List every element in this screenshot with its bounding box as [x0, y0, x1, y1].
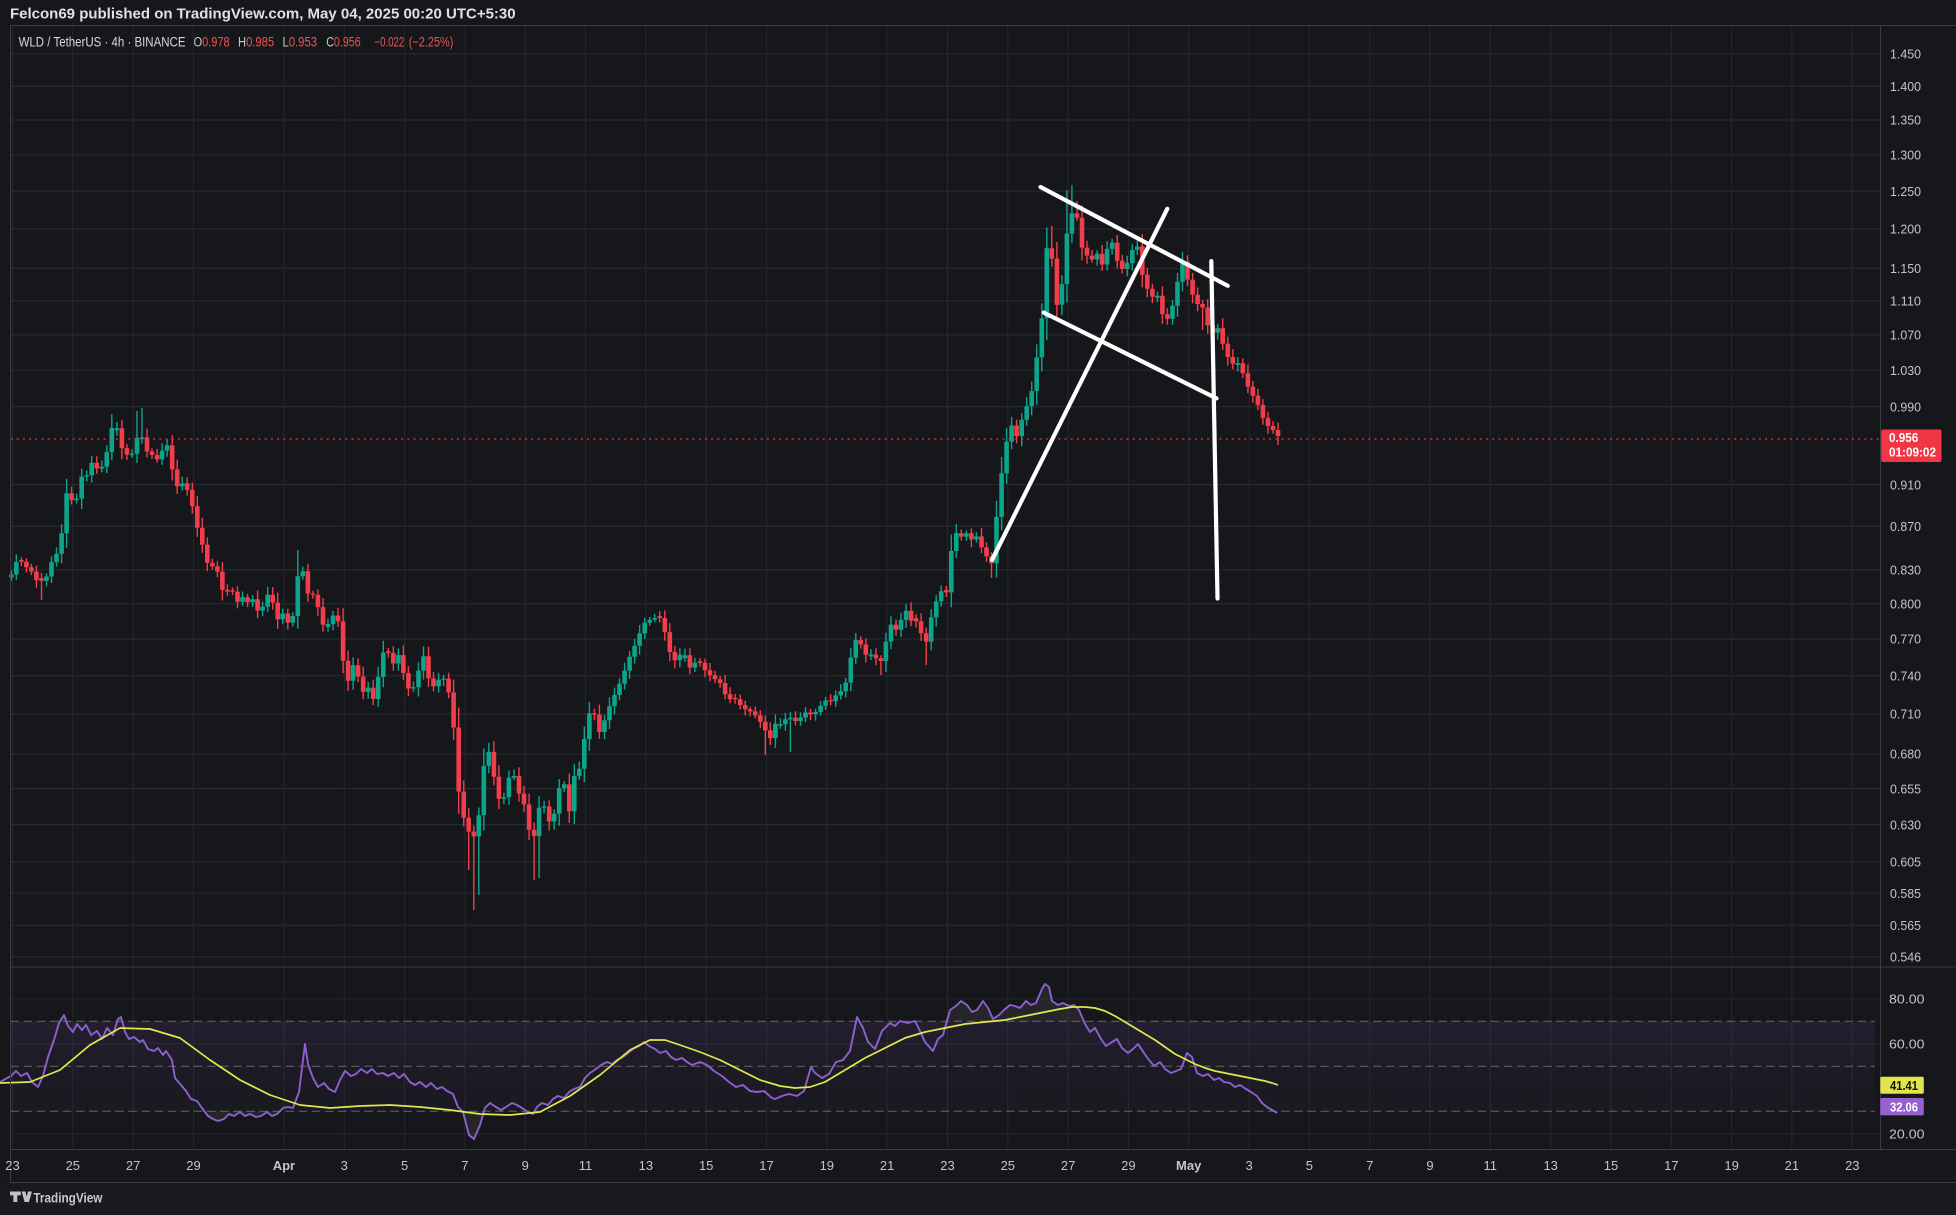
- svg-text:13: 13: [1543, 1158, 1557, 1173]
- svg-text:1.150: 1.150: [1890, 261, 1921, 276]
- svg-text:0.546: 0.546: [1890, 950, 1921, 965]
- svg-text:32.06: 32.06: [1890, 1099, 1918, 1114]
- svg-text:H0.985: H0.985: [238, 35, 274, 50]
- svg-text:7: 7: [1366, 1158, 1373, 1173]
- svg-text:O0.978: O0.978: [194, 35, 230, 50]
- svg-text:0.800: 0.800: [1890, 596, 1921, 611]
- svg-text:1.070: 1.070: [1890, 328, 1921, 343]
- svg-text:0.870: 0.870: [1890, 519, 1921, 534]
- svg-text:0.630: 0.630: [1890, 817, 1921, 832]
- svg-text:5: 5: [401, 1158, 408, 1173]
- svg-text:3: 3: [1245, 1158, 1252, 1173]
- svg-text:Felcon69 published on TradingV: Felcon69 published on TradingView.com, M…: [10, 6, 516, 23]
- svg-text:23: 23: [5, 1158, 19, 1173]
- svg-text:80.00: 80.00: [1889, 992, 1925, 1007]
- svg-text:01:09:02: 01:09:02: [1889, 445, 1936, 460]
- svg-text:11: 11: [1484, 1158, 1498, 1173]
- svg-text:0.710: 0.710: [1890, 707, 1921, 722]
- svg-text:1.350: 1.350: [1890, 113, 1921, 128]
- svg-text:C0.956: C0.956: [326, 35, 361, 50]
- svg-text:17: 17: [759, 1158, 773, 1173]
- svg-text:1.450: 1.450: [1890, 47, 1921, 62]
- svg-text:TradingView: TradingView: [33, 1190, 102, 1206]
- svg-text:21: 21: [1785, 1158, 1799, 1173]
- svg-text:21: 21: [880, 1158, 894, 1173]
- svg-text:May: May: [1176, 1158, 1202, 1173]
- svg-text:19: 19: [1724, 1158, 1738, 1173]
- svg-text:1.110: 1.110: [1890, 294, 1921, 309]
- svg-text:9: 9: [1426, 1158, 1433, 1173]
- svg-text:23: 23: [1845, 1158, 1859, 1173]
- svg-text:15: 15: [699, 1158, 713, 1173]
- svg-text:17: 17: [1664, 1158, 1678, 1173]
- svg-text:0.605: 0.605: [1890, 855, 1921, 870]
- svg-text:23: 23: [940, 1158, 954, 1173]
- svg-text:1.200: 1.200: [1890, 222, 1921, 237]
- svg-text:WLD / TetherUS · 4h · BINANCE: WLD / TetherUS · 4h · BINANCE: [19, 35, 186, 50]
- svg-text:19: 19: [820, 1158, 834, 1173]
- svg-text:60.00: 60.00: [1889, 1037, 1925, 1052]
- svg-text:0.910: 0.910: [1890, 477, 1921, 492]
- svg-text:1.300: 1.300: [1890, 148, 1921, 163]
- svg-text:9: 9: [522, 1158, 529, 1173]
- svg-text:Apr: Apr: [273, 1158, 295, 1173]
- svg-text:0.956: 0.956: [1889, 430, 1918, 445]
- svg-text:0.565: 0.565: [1890, 918, 1921, 933]
- svg-text:L0.953: L0.953: [283, 35, 318, 50]
- svg-text:0.770: 0.770: [1890, 632, 1921, 647]
- svg-text:1.250: 1.250: [1890, 184, 1921, 199]
- svg-text:5: 5: [1306, 1158, 1313, 1173]
- svg-text:0.830: 0.830: [1890, 562, 1921, 577]
- svg-text:1.400: 1.400: [1890, 79, 1921, 94]
- svg-text:15: 15: [1604, 1158, 1618, 1173]
- svg-text:3: 3: [341, 1158, 348, 1173]
- svg-text:29: 29: [1121, 1158, 1135, 1173]
- svg-text:27: 27: [126, 1158, 140, 1173]
- svg-text:0.585: 0.585: [1890, 886, 1921, 901]
- svg-text:27: 27: [1061, 1158, 1075, 1173]
- svg-text:25: 25: [1001, 1158, 1015, 1173]
- svg-text:11: 11: [579, 1158, 593, 1173]
- svg-text:0.740: 0.740: [1890, 668, 1921, 683]
- svg-text:0.680: 0.680: [1890, 747, 1921, 762]
- svg-text:13: 13: [639, 1158, 653, 1173]
- svg-text:20.00: 20.00: [1889, 1127, 1925, 1142]
- svg-text:(−2.25%): (−2.25%): [409, 35, 454, 50]
- svg-text:29: 29: [186, 1158, 200, 1173]
- svg-text:0.655: 0.655: [1890, 781, 1921, 796]
- svg-text:1.030: 1.030: [1890, 363, 1921, 378]
- svg-text:0.990: 0.990: [1890, 399, 1921, 414]
- svg-text:25: 25: [66, 1158, 80, 1173]
- svg-text:−0.022: −0.022: [375, 35, 405, 50]
- svg-text:7: 7: [461, 1158, 468, 1173]
- svg-text:41.41: 41.41: [1890, 1078, 1918, 1093]
